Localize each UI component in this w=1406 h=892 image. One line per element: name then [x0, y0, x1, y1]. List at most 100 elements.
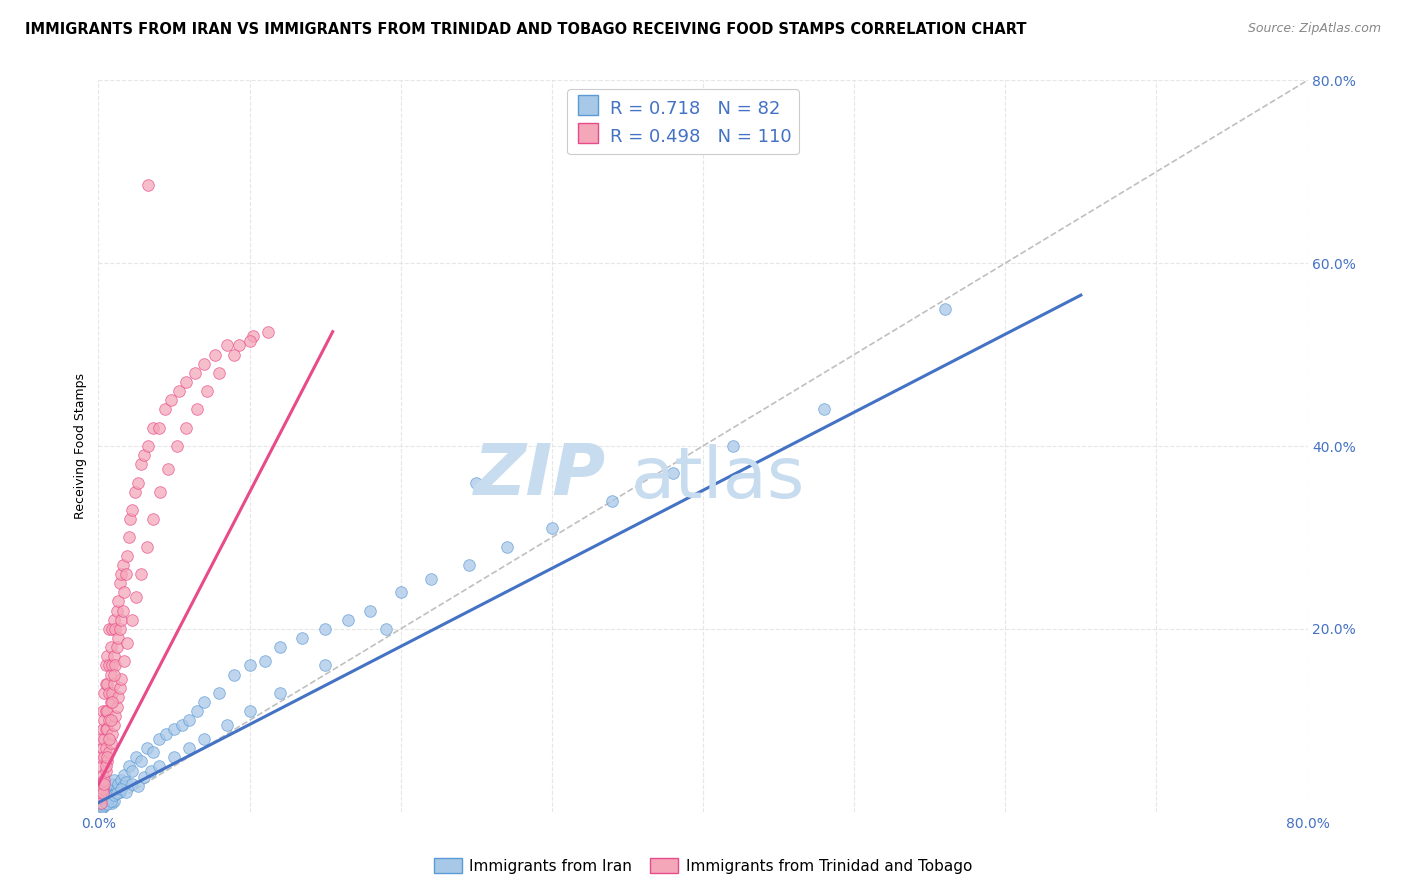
- Point: [105, 699, 128, 714]
- Point: [174, 375, 197, 389]
- Point: [163, 723, 186, 737]
- Point: [112, 585, 135, 599]
- Point: [105, 787, 128, 801]
- Point: [101, 796, 124, 810]
- Point: [94, 658, 117, 673]
- Point: [91, 723, 114, 737]
- Point: [457, 558, 479, 572]
- Point: [101, 686, 124, 700]
- Point: [108, 784, 131, 798]
- Point: [91, 781, 114, 796]
- Point: [314, 658, 336, 673]
- Point: [110, 567, 132, 582]
- Text: Source: ZipAtlas.com: Source: ZipAtlas.com: [1247, 22, 1381, 36]
- Point: [242, 329, 264, 343]
- Point: [90, 777, 112, 791]
- Point: [91, 704, 114, 718]
- Point: [94, 704, 117, 718]
- Text: IMMIGRANTS FROM IRAN VS IMMIGRANTS FROM TRINIDAD AND TOBAGO RECEIVING FOOD STAMP: IMMIGRANTS FROM IRAN VS IMMIGRANTS FROM …: [25, 22, 1026, 37]
- Point: [127, 475, 149, 490]
- Point: [135, 540, 157, 554]
- Point: [93, 731, 115, 746]
- Point: [93, 686, 115, 700]
- Point: [132, 448, 155, 462]
- Point: [93, 749, 115, 764]
- Point: [103, 794, 125, 808]
- Point: [110, 672, 132, 686]
- Point: [94, 676, 117, 690]
- Point: [111, 603, 134, 617]
- Point: [193, 731, 215, 746]
- Point: [105, 781, 128, 796]
- Point: [94, 764, 117, 778]
- Point: [420, 572, 443, 586]
- Point: [112, 654, 135, 668]
- Point: [96, 704, 118, 718]
- Point: [186, 402, 208, 417]
- Point: [96, 749, 118, 764]
- Point: [93, 791, 115, 805]
- Point: [167, 384, 190, 398]
- Point: [107, 631, 129, 645]
- Text: atlas: atlas: [630, 444, 804, 514]
- Point: [179, 740, 201, 755]
- Point: [174, 421, 197, 435]
- Point: [114, 567, 136, 582]
- Point: [91, 787, 114, 801]
- Point: [142, 421, 165, 435]
- Point: [148, 421, 170, 435]
- Point: [93, 796, 115, 810]
- Point: [98, 658, 121, 673]
- Point: [228, 338, 250, 352]
- Point: [193, 357, 215, 371]
- Point: [239, 704, 262, 718]
- Point: [224, 347, 246, 362]
- Point: [91, 800, 114, 814]
- Point: [98, 794, 121, 808]
- Point: [239, 334, 262, 348]
- Point: [98, 731, 121, 746]
- Point: [148, 731, 170, 746]
- Point: [256, 325, 278, 339]
- Point: [103, 676, 125, 690]
- Point: [129, 755, 152, 769]
- Point: [215, 718, 238, 732]
- Point: [98, 745, 121, 759]
- Point: [93, 798, 115, 813]
- Point: [540, 521, 562, 535]
- Point: [121, 764, 143, 778]
- Point: [100, 781, 122, 796]
- Point: [96, 755, 118, 769]
- Point: [98, 622, 121, 636]
- Point: [107, 777, 129, 791]
- Point: [108, 622, 131, 636]
- Point: [103, 718, 125, 732]
- Point: [90, 749, 112, 764]
- Point: [91, 797, 114, 812]
- Point: [224, 667, 246, 681]
- Point: [314, 622, 336, 636]
- Point: [723, 439, 745, 453]
- Point: [118, 530, 141, 544]
- Point: [118, 759, 141, 773]
- Point: [91, 794, 114, 808]
- Point: [193, 695, 215, 709]
- Point: [136, 439, 159, 453]
- Point: [156, 462, 179, 476]
- Point: [170, 718, 193, 732]
- Point: [100, 714, 122, 728]
- Point: [101, 777, 124, 791]
- Point: [208, 686, 231, 700]
- Point: [89, 759, 111, 773]
- Point: [100, 695, 122, 709]
- Point: [110, 613, 132, 627]
- Point: [104, 708, 127, 723]
- Y-axis label: Receiving Food Stamps: Receiving Food Stamps: [73, 373, 87, 519]
- Point: [101, 695, 124, 709]
- Point: [98, 784, 121, 798]
- Point: [204, 347, 226, 362]
- Point: [105, 640, 128, 655]
- Point: [94, 797, 117, 812]
- Point: [90, 802, 112, 816]
- Point: [291, 631, 314, 645]
